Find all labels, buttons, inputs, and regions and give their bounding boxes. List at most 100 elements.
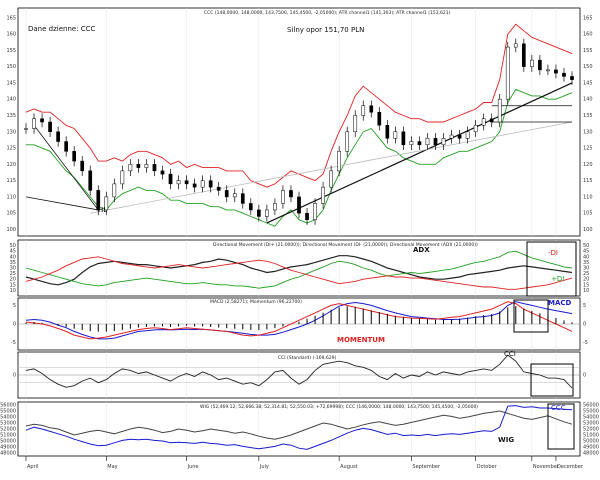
price-ytick-right-6: 135: [583, 113, 593, 119]
frame-adx: [17, 239, 581, 297]
wig-ytick-left-8: 48000: [0, 451, 16, 457]
candle-body-46: [393, 131, 398, 139]
candle-body-22: [200, 180, 205, 188]
price-ytick-right-10: 115: [583, 178, 593, 184]
candle-body-13: [128, 164, 133, 172]
frame-wig: [17, 401, 581, 457]
candle-body-4: [56, 131, 60, 142]
candle-body-42: [361, 105, 366, 116]
candle-body-51: [433, 138, 438, 146]
candle-body-30: [265, 209, 269, 217]
candle-body-23: [208, 180, 213, 188]
adx-highlight-box: [526, 241, 577, 297]
wig-ytick-left-7: 49000: [0, 445, 16, 451]
adx-header: Directional Movement (DI+ (21,0000)); Di…: [213, 242, 478, 248]
price-ytick-right-7: 130: [583, 129, 593, 135]
price-ytick-left-8: 125: [6, 146, 16, 152]
adx-ytick-right-2: 40: [583, 254, 589, 260]
candle-body-28: [248, 203, 253, 211]
frame-price: [17, 7, 581, 237]
macd-ytick-left-2: -5: [11, 340, 16, 346]
price-ytick-left-3: 150: [6, 64, 16, 70]
resistance-annotation: Silny opor 151,70 PLN: [287, 26, 364, 34]
price-ytick-right-4: 145: [583, 80, 593, 86]
candle-body-55: [465, 131, 470, 139]
resistance-line: [25, 23, 573, 188]
candle-body-15: [144, 164, 149, 168]
macd-highlight-box: [513, 299, 549, 333]
candle-body-62: [521, 43, 526, 67]
cci-ytick-right-0: 0: [583, 373, 586, 379]
candle-body-32: [281, 190, 285, 204]
candle-body-40: [345, 131, 350, 152]
macd-ytick-right-2: -5: [583, 340, 588, 346]
price-ytick-left-2: 155: [6, 48, 16, 54]
candle-body-60: [505, 46, 510, 100]
candle-body-11: [112, 183, 117, 198]
wig-panel: [25, 403, 575, 450]
candle-body-67: [562, 72, 566, 77]
candle-body-54: [457, 134, 462, 139]
month-label-1: May: [107, 464, 117, 470]
cci-panel: [18, 354, 580, 397]
macd-ytick-right-1: 0: [583, 322, 586, 328]
candle-body-52: [441, 138, 446, 146]
candle-body-21: [192, 183, 197, 188]
macd-ytick-right-0: 5: [583, 303, 586, 309]
candle-body-63: [530, 59, 534, 67]
cci-label: CCI: [504, 350, 516, 358]
price-ytick-right-8: 125: [583, 146, 593, 152]
wig-ytick-left-0: 56000: [0, 403, 16, 409]
price-ytick-left-9: 120: [6, 162, 16, 168]
price-ytick-left-1: 160: [6, 32, 16, 38]
adx-ytick-right-8: 10: [583, 288, 589, 294]
candle-body-20: [184, 180, 189, 185]
y-ticks-right: 1651601551501451401351301251201151101051…: [583, 15, 599, 456]
momentum-label: MOMENTUM: [337, 336, 385, 344]
price-ytick-left-5: 140: [6, 97, 16, 103]
adx-series-diminus: [25, 256, 573, 290]
wig-ytick-right-8: 48000: [583, 451, 599, 457]
month-label-7: November: [533, 464, 560, 470]
wig-series-wig: [25, 410, 573, 440]
candle-body-3: [48, 121, 52, 133]
adx-ytick-left-2: 40: [10, 254, 16, 260]
price-ytick-left-10: 115: [6, 178, 16, 184]
candle-body-37: [321, 186, 325, 204]
macd-series-momentum: [25, 301, 573, 340]
candle-body-1: [32, 118, 36, 129]
candle-body-5: [64, 141, 68, 152]
adx-ytick-right-1: 45: [583, 249, 589, 255]
adx-label: ADX: [413, 246, 430, 254]
candle-body-44: [377, 111, 382, 126]
cci-highlight-box: [530, 363, 574, 397]
candle-body-10: [104, 196, 109, 211]
candle-body-8: [88, 170, 93, 191]
cci-header: CCI (Standard) (-169,629): [278, 355, 336, 361]
candle-body-2: [40, 118, 44, 123]
y-ticks-left: 1651601551501451401351301251201151101051…: [0, 15, 16, 456]
candle-body-35: [305, 212, 309, 220]
candle-body-6: [72, 151, 77, 162]
macd-panel: [18, 299, 580, 340]
month-label-6: October: [477, 464, 498, 470]
price-ytick-left-7: 130: [6, 129, 16, 135]
candle-body-48: [409, 141, 414, 146]
candle-body-65: [546, 69, 550, 72]
adx-ytick-left-4: 30: [10, 266, 16, 272]
candle-body-27: [240, 193, 245, 204]
x-axis-months: April May June July August September October No…: [25, 456, 584, 470]
macd-header: MACD (2,58271); Momentum (96,22700): [210, 299, 302, 305]
month-label-5: September: [412, 464, 441, 470]
price-ytick-right-3: 150: [583, 64, 593, 70]
adx-ytick-right-4: 30: [583, 266, 589, 272]
price-ytick-right-12: 105: [583, 211, 593, 217]
wig-ytick-right-0: 56000: [583, 403, 599, 409]
candle-body-26: [232, 193, 237, 198]
price-ytick-right-5: 140: [583, 97, 593, 103]
candle-body-36: [313, 203, 317, 220]
wig-ytick-right-7: 49000: [583, 445, 599, 451]
candle-body-24: [216, 186, 221, 191]
wig-ytick-left-3: 53000: [0, 421, 16, 427]
